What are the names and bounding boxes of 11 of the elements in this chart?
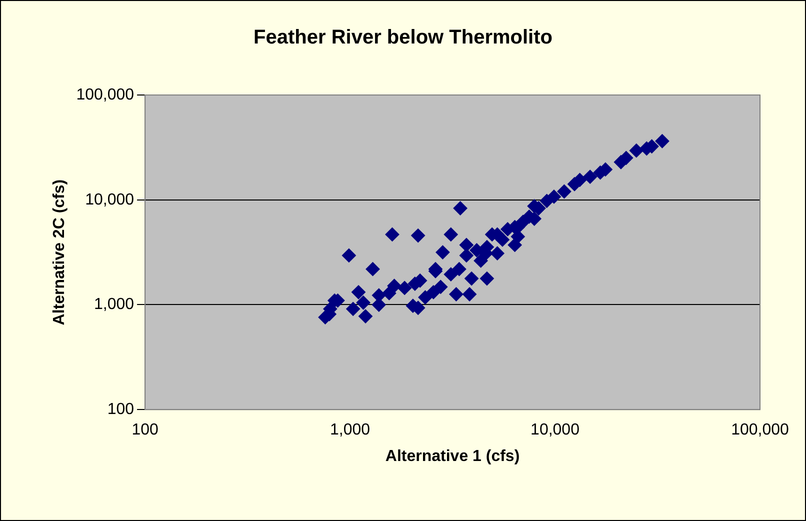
chart-title: Feather River below Thermolito [254,26,552,49]
x-tick-label: 100,000 [731,422,790,439]
y-axis-title: Alternative 2C (cfs) [51,179,68,326]
y-tick-label: 1,000 [94,296,134,314]
y-tick-label: 10,000 [85,191,134,208]
y-tick-label: 100 [107,401,134,418]
y-tick-label: 100,000 [76,86,134,104]
x-tick-label: 1,000 [330,422,370,439]
x-tick-label: 100 [132,422,158,439]
x-tick-label: 10,000 [530,422,580,439]
x-axis-title: Alternative 1 (cfs) [385,448,520,465]
